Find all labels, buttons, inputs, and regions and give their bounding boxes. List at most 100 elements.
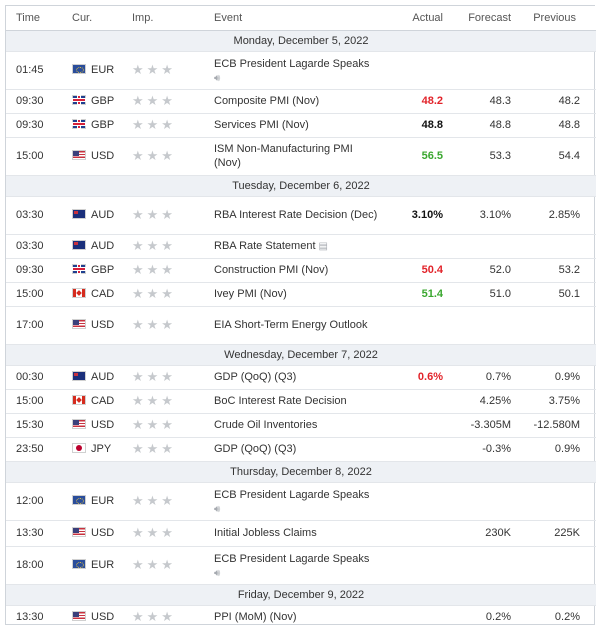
star-icon: ★★★ xyxy=(132,286,176,301)
event-actual xyxy=(382,305,447,344)
event-actual: 3.10% xyxy=(382,195,447,234)
speaker-icon[interactable]: 🔊︎ xyxy=(214,503,221,515)
event-row[interactable]: 23:50 JPY ★★★ GDP (QoQ) (Q3) -0.3% 0.9% xyxy=(6,436,596,461)
event-importance: ★★★ xyxy=(128,233,210,258)
event-name[interactable]: ECB President Lagarde Speaks xyxy=(214,57,370,70)
day-label: Tuesday, December 6, 2022 xyxy=(6,174,596,196)
event-name[interactable]: Ivey PMI (Nov) xyxy=(214,288,287,300)
event-cell[interactable]: ECB President Lagarde Speaks 🔊︎ xyxy=(210,481,382,520)
event-row[interactable]: 09:30 GBP ★★★ Services PMI (Nov) 48.8 48.8 48.… xyxy=(6,112,596,137)
event-name[interactable]: Construction PMI (Nov) xyxy=(214,264,329,276)
currency-code: AUD xyxy=(91,240,115,252)
event-row[interactable]: 03:30 AUD ★★★ RBA Interest Rate Decision (D… xyxy=(6,195,596,234)
currency-code: EUR xyxy=(91,64,115,76)
event-name[interactable]: RBA Interest Rate Decision (Dec) xyxy=(214,209,378,221)
event-actual: 0.6% xyxy=(382,364,447,389)
header-forecast[interactable]: Forecast xyxy=(447,6,515,31)
event-row[interactable]: 17:00 USD ★★★ EIA Short-Term Energy Outlook xyxy=(6,305,596,344)
event-time: 03:30 xyxy=(6,233,68,258)
event-row[interactable]: 09:30 GBP ★★★ Construction PMI (Nov) 50.4 52.… xyxy=(6,257,596,282)
star-icon: ★★★ xyxy=(132,609,176,625)
event-row[interactable]: 18:00 EUR ★★★ ECB President Lagarde Speaks 🔊… xyxy=(6,545,596,584)
event-cell[interactable]: Crude Oil Inventories xyxy=(210,412,382,437)
event-name[interactable]: EIA Short-Term Energy Outlook xyxy=(214,319,368,331)
star-icon: ★★★ xyxy=(132,117,176,132)
currency-code: AUD xyxy=(91,209,115,221)
event-row[interactable]: 15:00 USD ★★★ ISM Non-Manufacturing PMI (No… xyxy=(6,136,596,175)
event-name[interactable]: Composite PMI (Nov) xyxy=(214,95,320,107)
event-previous xyxy=(515,50,596,89)
header-actual[interactable]: Actual xyxy=(382,6,447,31)
country-flag-icon xyxy=(72,611,86,622)
event-name[interactable]: GDP (QoQ) (Q3) xyxy=(214,371,297,383)
day-header-row: Tuesday, December 6, 2022 xyxy=(6,174,596,196)
event-cell[interactable]: Initial Jobless Claims xyxy=(210,519,382,546)
event-previous: 48.8 xyxy=(515,112,596,137)
event-row[interactable]: 15:30 USD ★★★ Crude Oil Inventories -3.305M -… xyxy=(6,412,596,437)
event-name[interactable]: ECB President Lagarde Speaks xyxy=(214,552,370,565)
event-actual: 50.4 xyxy=(382,257,447,282)
event-cell[interactable]: EIA Short-Term Energy Outlook xyxy=(210,305,382,344)
event-actual xyxy=(382,545,447,584)
event-time: 09:30 xyxy=(6,88,68,113)
event-previous: 0.9% xyxy=(515,364,596,389)
currency-code: USD xyxy=(91,150,115,162)
header-currency[interactable]: Cur. xyxy=(68,6,128,31)
event-row[interactable]: 13:30 USD ★★★ PPI (MoM) (Nov) 0.2% 0.2% xyxy=(6,604,596,629)
day-label: Monday, December 5, 2022 xyxy=(6,29,596,51)
day-header-row: Thursday, December 8, 2022 xyxy=(6,460,596,482)
event-name[interactable]: BoC Interest Rate Decision xyxy=(214,395,347,407)
event-name[interactable]: Services PMI (Nov) xyxy=(214,119,309,131)
star-icon: ★★★ xyxy=(132,262,176,277)
event-forecast: 0.2% xyxy=(447,604,515,629)
event-currency: EUR xyxy=(68,545,128,584)
event-name[interactable]: GDP (QoQ) (Q3) xyxy=(214,443,297,455)
event-importance: ★★★ xyxy=(128,436,210,461)
event-row[interactable]: 01:45 EUR ★★★ ECB President Lagarde Speaks 🔊… xyxy=(6,50,596,89)
event-cell[interactable]: Ivey PMI (Nov) xyxy=(210,281,382,306)
event-cell[interactable]: RBA Interest Rate Decision (Dec) xyxy=(210,195,382,234)
event-cell[interactable]: Construction PMI (Nov) xyxy=(210,257,382,282)
header-importance[interactable]: Imp. xyxy=(128,6,210,31)
event-row[interactable]: 15:00 CAD ★★★ Ivey PMI (Nov) 51.4 51.0 50.1 xyxy=(6,281,596,306)
event-cell[interactable]: ECB President Lagarde Speaks 🔊︎ xyxy=(210,545,382,584)
event-cell[interactable]: GDP (QoQ) (Q3) xyxy=(210,436,382,461)
event-name[interactable]: Crude Oil Inventories xyxy=(214,419,318,431)
event-previous: -12.580M xyxy=(515,412,596,437)
document-icon[interactable]: ▤ xyxy=(318,241,328,252)
event-cell[interactable]: Composite PMI (Nov) xyxy=(210,88,382,113)
event-name[interactable]: ECB President Lagarde Speaks xyxy=(214,488,370,501)
event-name[interactable]: ISM Non-Manufacturing PMI (Nov) xyxy=(214,143,353,169)
speaker-icon[interactable]: 🔊︎ xyxy=(214,72,221,84)
event-cell[interactable]: GDP (QoQ) (Q3) xyxy=(210,364,382,389)
event-cell[interactable]: BoC Interest Rate Decision xyxy=(210,388,382,413)
event-importance: ★★★ xyxy=(128,545,210,584)
event-cell[interactable]: RBA Rate Statement ▤ xyxy=(210,233,382,258)
event-cell[interactable]: ISM Non-Manufacturing PMI (Nov) xyxy=(210,136,382,175)
event-row[interactable]: 12:00 EUR ★★★ ECB President Lagarde Speaks 🔊… xyxy=(6,481,596,520)
event-row[interactable]: 03:30 AUD ★★★ RBA Rate Statement ▤ xyxy=(6,233,596,258)
header-previous[interactable]: Previous xyxy=(515,6,596,31)
event-importance: ★★★ xyxy=(128,195,210,234)
event-name[interactable]: Initial Jobless Claims xyxy=(214,527,317,539)
event-name[interactable]: PPI (MoM) (Nov) xyxy=(214,611,297,624)
event-actual: 56.5 xyxy=(382,136,447,175)
event-cell[interactable]: Services PMI (Nov) xyxy=(210,112,382,137)
speaker-icon[interactable]: 🔊︎ xyxy=(214,567,221,579)
event-previous: 50.1 xyxy=(515,281,596,306)
event-actual xyxy=(382,436,447,461)
country-flag-icon xyxy=(72,559,86,569)
event-name[interactable]: RBA Rate Statement xyxy=(214,240,316,252)
event-row[interactable]: 13:30 USD ★★★ Initial Jobless Claims 230K 225… xyxy=(6,519,596,546)
header-time[interactable]: Time xyxy=(6,6,68,31)
country-flag-icon xyxy=(72,319,86,329)
header-event[interactable]: Event xyxy=(210,6,382,31)
event-row[interactable]: 09:30 GBP ★★★ Composite PMI (Nov) 48.2 48.3 48… xyxy=(6,88,596,113)
event-cell[interactable]: ECB President Lagarde Speaks 🔊︎ xyxy=(210,50,382,89)
event-row[interactable]: 15:00 CAD ★★★ BoC Interest Rate Decision 4.2… xyxy=(6,388,596,413)
event-cell[interactable]: PPI (MoM) (Nov) xyxy=(210,604,382,629)
event-currency: USD xyxy=(68,412,128,437)
event-row[interactable]: 00:30 AUD ★★★ GDP (QoQ) (Q3) 0.6% 0.7% 0.9% xyxy=(6,364,596,389)
event-time: 13:30 xyxy=(6,604,68,629)
event-currency: JPY xyxy=(68,436,128,461)
